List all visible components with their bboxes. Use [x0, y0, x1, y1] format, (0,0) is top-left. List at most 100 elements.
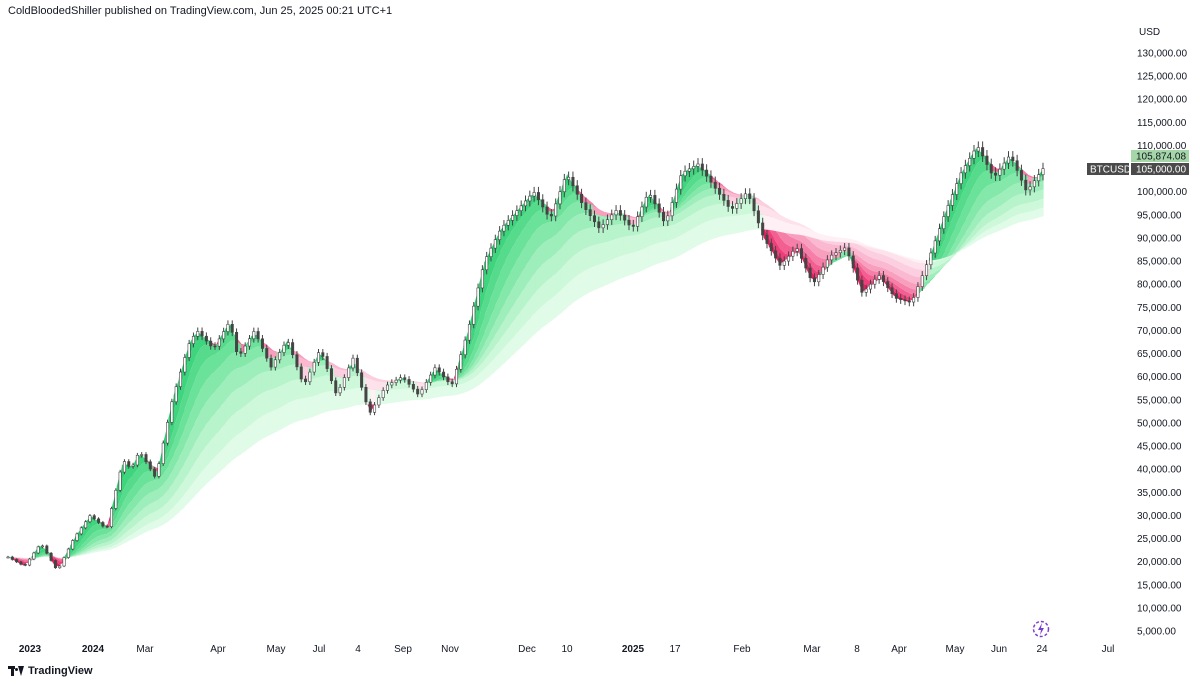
- ribbon-segment: [385, 389, 392, 404]
- ribbon-segment: [70, 551, 76, 557]
- ribbon-segment: [235, 408, 242, 436]
- time-tick-label: 10: [561, 644, 573, 655]
- ribbon-segment: [499, 332, 506, 353]
- ribbon-segment: [101, 548, 107, 552]
- price-tick-label: 125,000.00: [1137, 72, 1187, 83]
- ribbon-segment: [282, 382, 289, 407]
- ribbon-segment: [173, 426, 180, 455]
- ribbon-segment: [815, 254, 822, 267]
- ribbon-segment: [163, 489, 170, 507]
- ribbon-segment: [204, 356, 211, 383]
- ribbon-segment: [204, 441, 211, 468]
- ribbon-segment: [644, 219, 651, 233]
- ribbon-segment: [287, 364, 294, 383]
- candle-body: [36, 546, 40, 554]
- price-tick-label: 60,000.00: [1137, 372, 1182, 383]
- ribbon-segment: [365, 377, 371, 390]
- ribbon-segment: [856, 254, 863, 265]
- candle-body: [739, 198, 743, 204]
- candle-body: [696, 163, 700, 167]
- ribbon-segment: [939, 262, 946, 270]
- candle-body: [705, 169, 709, 177]
- price-tick-label: 5,000.00: [1137, 627, 1176, 638]
- ribbon-segment: [530, 196, 537, 206]
- ribbon-segment: [975, 233, 982, 242]
- candle-body: [541, 199, 545, 208]
- ribbon-segment: [287, 354, 294, 366]
- candle-body: [101, 522, 105, 527]
- ribbon-segment: [80, 550, 87, 555]
- ribbon-segment: [204, 397, 211, 427]
- candle-body: [886, 281, 890, 288]
- ribbon-segment: [473, 317, 480, 349]
- ribbon-segment: [23, 558, 30, 560]
- ribbon-segment: [887, 270, 894, 279]
- candle-body: [881, 275, 885, 282]
- candle-body: [291, 342, 295, 356]
- ribbon-segment: [504, 292, 511, 319]
- ribbon-segment: [158, 495, 164, 511]
- ribbon-segment: [75, 546, 82, 554]
- ribbon-segment: [111, 535, 118, 544]
- lightning-replay-icon[interactable]: [1032, 620, 1050, 638]
- candle-body: [761, 222, 765, 236]
- ribbon-segment: [313, 377, 320, 397]
- ribbon-segment: [716, 203, 723, 219]
- ribbon-segment: [1027, 202, 1034, 213]
- ribbon-segment: [168, 454, 175, 478]
- ribbon-segment: [991, 195, 998, 212]
- ribbon-segment: [13, 557, 19, 559]
- ribbon-segment: [246, 400, 252, 429]
- candle-body: [937, 228, 941, 242]
- ribbon-segment: [142, 515, 149, 527]
- ribbon-segment: [737, 203, 744, 216]
- ribbon-segment: [1027, 192, 1034, 204]
- ribbon-segment: [691, 226, 697, 250]
- ribbon-segment: [80, 527, 87, 542]
- ribbon-segment: [256, 346, 263, 359]
- ribbon-segment: [468, 367, 475, 376]
- ribbon-segment: [132, 514, 138, 528]
- ribbon-segment: [551, 219, 558, 238]
- candle-body: [912, 297, 916, 303]
- candle-body: [597, 221, 601, 229]
- ribbon-segment: [649, 217, 656, 230]
- ribbon-segment: [54, 556, 61, 560]
- ribbon-segment: [209, 456, 216, 481]
- ribbon-segment: [1022, 203, 1029, 214]
- ribbon-segment: [629, 215, 635, 219]
- candle-body: [235, 331, 239, 353]
- ribbon-segment: [654, 242, 661, 265]
- ribbon-segment: [95, 543, 102, 549]
- ribbon-segment: [266, 411, 273, 437]
- ribbon-segment: [54, 557, 61, 566]
- ribbon-segment: [354, 387, 361, 406]
- ribbon-segment: [509, 225, 516, 252]
- ribbon-segment: [965, 175, 972, 204]
- candle-body: [976, 147, 980, 152]
- tradingview-footer[interactable]: TradingView: [8, 665, 93, 677]
- candle-body: [476, 287, 480, 307]
- ribbon-segment: [183, 454, 190, 481]
- ribbon-segment: [970, 226, 977, 240]
- ribbon-segment: [877, 248, 884, 255]
- ribbon-segment: [509, 242, 516, 273]
- time-tick-label: May: [267, 644, 286, 655]
- candle-body: [364, 387, 368, 403]
- ribbon-segment: [711, 176, 718, 182]
- ribbon-segment: [639, 248, 646, 272]
- ribbon-segment: [339, 390, 345, 410]
- ribbon-segment: [240, 364, 247, 387]
- candle-body: [899, 298, 903, 300]
- ribbon-segment: [649, 228, 656, 247]
- ribbon-segment: [546, 221, 552, 241]
- ribbon-segment: [189, 402, 195, 436]
- candle-body: [299, 366, 303, 380]
- ribbon-segment: [437, 381, 444, 387]
- ribbon-segment: [18, 557, 25, 558]
- ribbon-segment: [623, 235, 630, 256]
- ribbon-segment: [380, 381, 387, 391]
- ribbon-segment: [127, 510, 133, 525]
- candle-body: [265, 348, 269, 359]
